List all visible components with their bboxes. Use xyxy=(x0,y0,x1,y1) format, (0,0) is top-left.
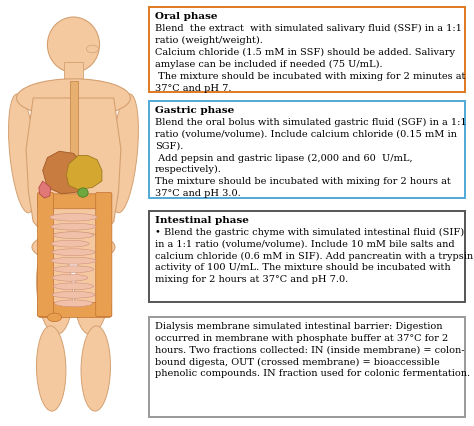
Text: amylase can be included if needed (75 U/mL).: amylase can be included if needed (75 U/… xyxy=(155,60,383,69)
Text: in a 1:1 ratio (volume/volume). Include 10 mM bile salts and: in a 1:1 ratio (volume/volume). Include … xyxy=(155,239,455,248)
Ellipse shape xyxy=(53,232,94,239)
Text: Calcium chloride (1.5 mM in SSF) should be added. Salivary: Calcium chloride (1.5 mM in SSF) should … xyxy=(155,48,455,57)
Ellipse shape xyxy=(32,232,115,262)
Text: ratio (volume/volume). Include calcium chloride (0.15 mM in: ratio (volume/volume). Include calcium c… xyxy=(155,130,457,138)
Bar xyxy=(149,317,465,417)
Text: Blend the oral bolus with simulated gastric fluid (SGF) in a 1:1: Blend the oral bolus with simulated gast… xyxy=(155,118,466,127)
Ellipse shape xyxy=(51,257,96,264)
Text: Oral phase: Oral phase xyxy=(155,12,218,21)
Ellipse shape xyxy=(110,94,138,213)
Text: The mixture should be incubated with mixing for 2 hours at: The mixture should be incubated with mix… xyxy=(155,177,451,186)
Ellipse shape xyxy=(9,94,37,213)
Ellipse shape xyxy=(78,188,88,197)
Ellipse shape xyxy=(51,240,89,247)
Text: calcium chloride (0.6 mM in SIF). Add pancreatin with a trypsin: calcium chloride (0.6 mM in SIF). Add pa… xyxy=(155,251,473,261)
Ellipse shape xyxy=(55,300,92,307)
Ellipse shape xyxy=(47,313,62,322)
Text: SGF).: SGF). xyxy=(155,141,183,150)
Text: ratio (weight/weight).: ratio (weight/weight). xyxy=(155,36,263,45)
Ellipse shape xyxy=(47,17,100,72)
Text: 37°C and pH 7.: 37°C and pH 7. xyxy=(155,83,231,92)
Text: Add pepsin and gastric lipase (2,000 and 60  U/mL,: Add pepsin and gastric lipase (2,000 and… xyxy=(155,153,413,163)
Text: activity of 100 U/mL. The mixture should be incubated with: activity of 100 U/mL. The mixture should… xyxy=(155,263,451,272)
Text: occurred in membrane with phosphate buffer at 37°C for 2: occurred in membrane with phosphate buff… xyxy=(155,334,448,343)
FancyBboxPatch shape xyxy=(70,81,78,162)
FancyBboxPatch shape xyxy=(64,62,83,79)
FancyBboxPatch shape xyxy=(37,193,54,317)
Text: 37°C and pH 3.0.: 37°C and pH 3.0. xyxy=(155,189,241,198)
Bar xyxy=(149,101,465,198)
Text: respectively).: respectively). xyxy=(155,165,222,175)
Text: Blend  the extract  with simulated salivary fluid (SSF) in a 1:1: Blend the extract with simulated salivar… xyxy=(155,24,462,33)
Text: Gastric phase: Gastric phase xyxy=(155,106,234,115)
Ellipse shape xyxy=(36,326,66,411)
Ellipse shape xyxy=(50,213,97,221)
Bar xyxy=(149,7,465,92)
Ellipse shape xyxy=(53,266,94,273)
Ellipse shape xyxy=(52,249,95,256)
Polygon shape xyxy=(66,155,102,190)
Ellipse shape xyxy=(74,241,110,334)
Text: Dialysis membrane simulated intestinal barrier: Digestion: Dialysis membrane simulated intestinal b… xyxy=(155,322,443,331)
Ellipse shape xyxy=(53,283,94,290)
Ellipse shape xyxy=(81,326,110,411)
Polygon shape xyxy=(26,98,121,243)
FancyBboxPatch shape xyxy=(38,302,111,317)
Polygon shape xyxy=(43,151,88,194)
Text: hours. Two fractions collected: IN (inside membrane) = colon-: hours. Two fractions collected: IN (insi… xyxy=(155,345,465,354)
FancyBboxPatch shape xyxy=(38,194,111,209)
Text: mixing for 2 hours at 37°C and pH 7.0.: mixing for 2 hours at 37°C and pH 7.0. xyxy=(155,275,348,284)
Text: • Blend the gastric chyme with simulated intestinal fluid (SIF): • Blend the gastric chyme with simulated… xyxy=(155,227,464,236)
Text: phenolic compounds. IN fraction used for colonic fermentation.: phenolic compounds. IN fraction used for… xyxy=(155,369,470,378)
Text: bound digesta, OUT (crossed membrane) = bioaccessible: bound digesta, OUT (crossed membrane) = … xyxy=(155,357,440,367)
Ellipse shape xyxy=(52,274,88,281)
Text: The mixture should be incubated with mixing for 2 minutes at: The mixture should be incubated with mix… xyxy=(155,72,465,81)
FancyBboxPatch shape xyxy=(96,193,112,317)
Text: Intestinal phase: Intestinal phase xyxy=(155,216,249,225)
Ellipse shape xyxy=(86,45,99,53)
Polygon shape xyxy=(39,181,51,198)
Ellipse shape xyxy=(17,79,130,117)
Ellipse shape xyxy=(36,241,73,334)
Bar xyxy=(149,211,465,302)
Ellipse shape xyxy=(52,291,95,298)
Ellipse shape xyxy=(51,223,96,230)
